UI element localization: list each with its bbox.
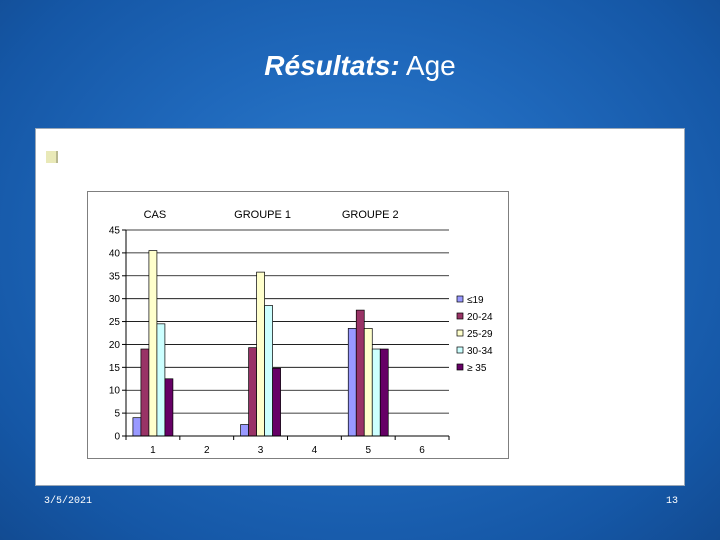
x-tick-label: 2 xyxy=(204,445,210,456)
bar xyxy=(240,424,249,437)
legend-label: ≥ 35 xyxy=(467,363,487,374)
slide-title-rest: Age xyxy=(399,50,456,81)
slide-title-emphasis: Résultats: xyxy=(264,50,400,81)
bar xyxy=(347,328,357,437)
y-tick-label: 5 xyxy=(114,409,120,420)
y-tick-label: 30 xyxy=(109,294,121,305)
legend-swatch xyxy=(456,295,464,303)
bar xyxy=(132,417,142,437)
legend-swatch xyxy=(456,312,464,320)
bar xyxy=(156,323,166,437)
bar xyxy=(256,271,265,437)
x-tick-label: 5 xyxy=(365,445,371,456)
legend-label: ≤19 xyxy=(467,295,484,306)
y-tick-label: 45 xyxy=(109,226,121,237)
x-tick-label: 4 xyxy=(312,445,318,456)
legend-layer: ≤19 20-24 25-29 30-34 ≥ 35 xyxy=(456,295,493,374)
legend-swatch xyxy=(456,329,464,337)
legend-swatch xyxy=(456,363,464,371)
bars-layer xyxy=(132,250,389,437)
legend-swatch xyxy=(456,346,464,354)
group-label: CAS xyxy=(144,209,167,221)
y-tick-label: 40 xyxy=(109,248,121,259)
bullet-marker-icon xyxy=(46,151,58,163)
footer-page-number: 13 xyxy=(665,496,678,507)
legend-label: 25-29 xyxy=(467,329,493,340)
bar xyxy=(164,378,174,437)
bar xyxy=(379,348,389,437)
bar xyxy=(363,328,373,437)
chart-frame: 0 5 10 15 20 25 30 35 40 45 1 2 3 4 5 6 CAS GROUPE 1 GROUP… xyxy=(87,191,509,459)
y-tick-label: 35 xyxy=(109,271,121,282)
x-tick-label: 3 xyxy=(258,445,264,456)
bar xyxy=(248,347,257,437)
slide-title: Résultats: Age xyxy=(0,50,720,82)
bar xyxy=(140,348,150,437)
legend-label: 20-24 xyxy=(467,312,493,323)
bar xyxy=(264,305,273,437)
bar xyxy=(371,348,381,437)
footer-date: 3/5/2021 xyxy=(44,496,93,507)
content-panel: 0 5 10 15 20 25 30 35 40 45 1 2 3 4 5 6 CAS GROUPE 1 GROUP… xyxy=(35,128,685,486)
legend-label: 30-34 xyxy=(467,346,493,357)
bar xyxy=(355,309,365,437)
bar xyxy=(148,250,158,437)
y-tick-label: 10 xyxy=(109,386,121,397)
x-tick-label: 6 xyxy=(419,445,425,456)
y-tick-label: 20 xyxy=(109,340,121,351)
bar xyxy=(272,367,281,437)
group-label: GROUPE 1 xyxy=(234,209,291,221)
grid-layer xyxy=(126,229,449,414)
group-label: GROUPE 2 xyxy=(342,209,399,221)
axis-layer xyxy=(122,229,450,440)
y-tick-label: 15 xyxy=(109,363,121,374)
y-tick-label: 0 xyxy=(114,432,120,443)
y-tick-label: 25 xyxy=(109,317,121,328)
x-tick-label: 1 xyxy=(150,445,156,456)
